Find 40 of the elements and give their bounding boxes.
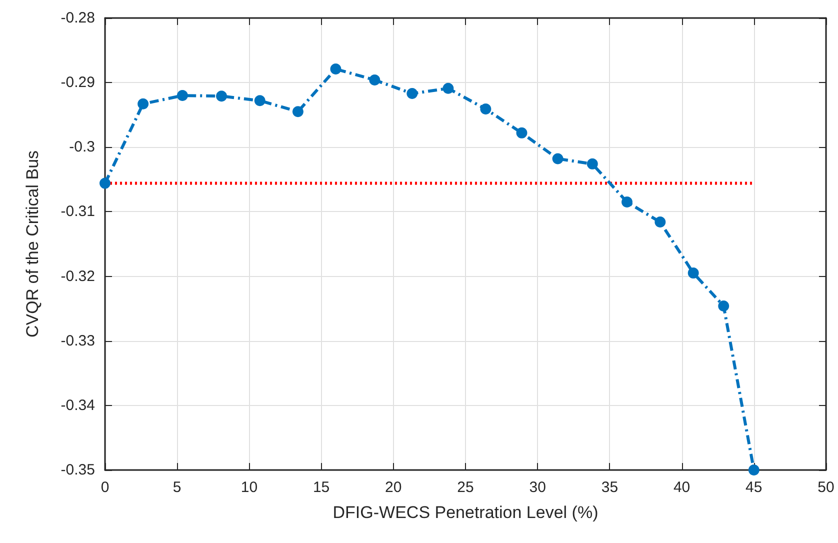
point [292,106,304,118]
point [654,216,666,228]
y-tick-label: -0.28 [60,10,95,26]
point [480,104,492,115]
x-tick-label: 15 [312,479,330,496]
point [216,90,228,102]
y-tick-label: -0.32 [60,268,95,285]
point [552,153,564,164]
point [718,300,730,312]
point [330,64,342,75]
y-tick-label: -0.31 [60,203,95,220]
y-tick-label: -0.35 [60,462,95,478]
x-tick-label: 40 [673,479,690,496]
point [688,268,699,279]
y-tick-label: -0.3 [69,138,95,156]
point [176,90,188,101]
x-tick-label: 45 [746,479,762,496]
point [100,178,110,189]
y-tick-label: -0.34 [60,396,95,414]
point [138,98,149,110]
point [516,127,528,138]
x-tick-label: 30 [529,479,546,496]
y-tick-label: -0.29 [60,74,95,92]
y-axis-title: CVQR of the Critical Bus [23,150,42,338]
point [254,95,266,106]
x-tick-label: 25 [457,479,474,496]
x-axis-title: DFIG-WECS Penetration Level (%) [332,503,598,522]
point [586,158,598,170]
point [369,74,380,86]
point [622,196,633,208]
point [442,82,454,94]
x-tick-label: 0 [100,479,110,496]
y-tick-label: -0.33 [60,332,95,350]
point [748,464,760,476]
x-tick-label: 20 [385,479,402,496]
x-tick-label: 50 [818,479,834,496]
x-tick-label: 35 [601,479,618,496]
x-tick-label: 10 [240,479,258,496]
point [406,88,418,100]
x-tick-label: 5 [172,479,182,496]
